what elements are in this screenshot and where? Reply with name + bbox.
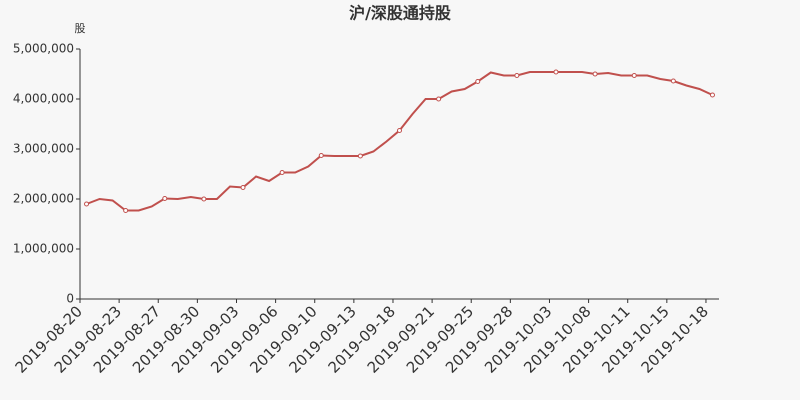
point (162, 196, 168, 201)
point (318, 153, 324, 158)
point (357, 153, 363, 159)
point (123, 208, 129, 213)
point (201, 196, 207, 202)
y-tick-label: 3,000,000 (13, 142, 74, 156)
point (553, 69, 559, 75)
point (436, 96, 442, 102)
point (240, 185, 246, 190)
y-tick-label: 0 (66, 292, 74, 306)
y-unit: 股 (75, 22, 86, 35)
point (279, 170, 285, 175)
y-tick-label: 1,000,000 (13, 242, 74, 256)
point (709, 92, 715, 98)
y-tick-label: 5,000,000 (13, 42, 74, 56)
point (631, 73, 637, 78)
y-tick-label: 2,000,000 (13, 192, 74, 206)
point (84, 201, 90, 207)
point (475, 79, 481, 84)
line (86, 71, 713, 212)
point (592, 71, 598, 77)
point (514, 73, 520, 78)
y-tick-label: 4,000,000 (13, 92, 74, 106)
chart-title: 沪/深股通持股 (349, 4, 452, 23)
point (397, 128, 402, 133)
point (670, 78, 676, 84)
